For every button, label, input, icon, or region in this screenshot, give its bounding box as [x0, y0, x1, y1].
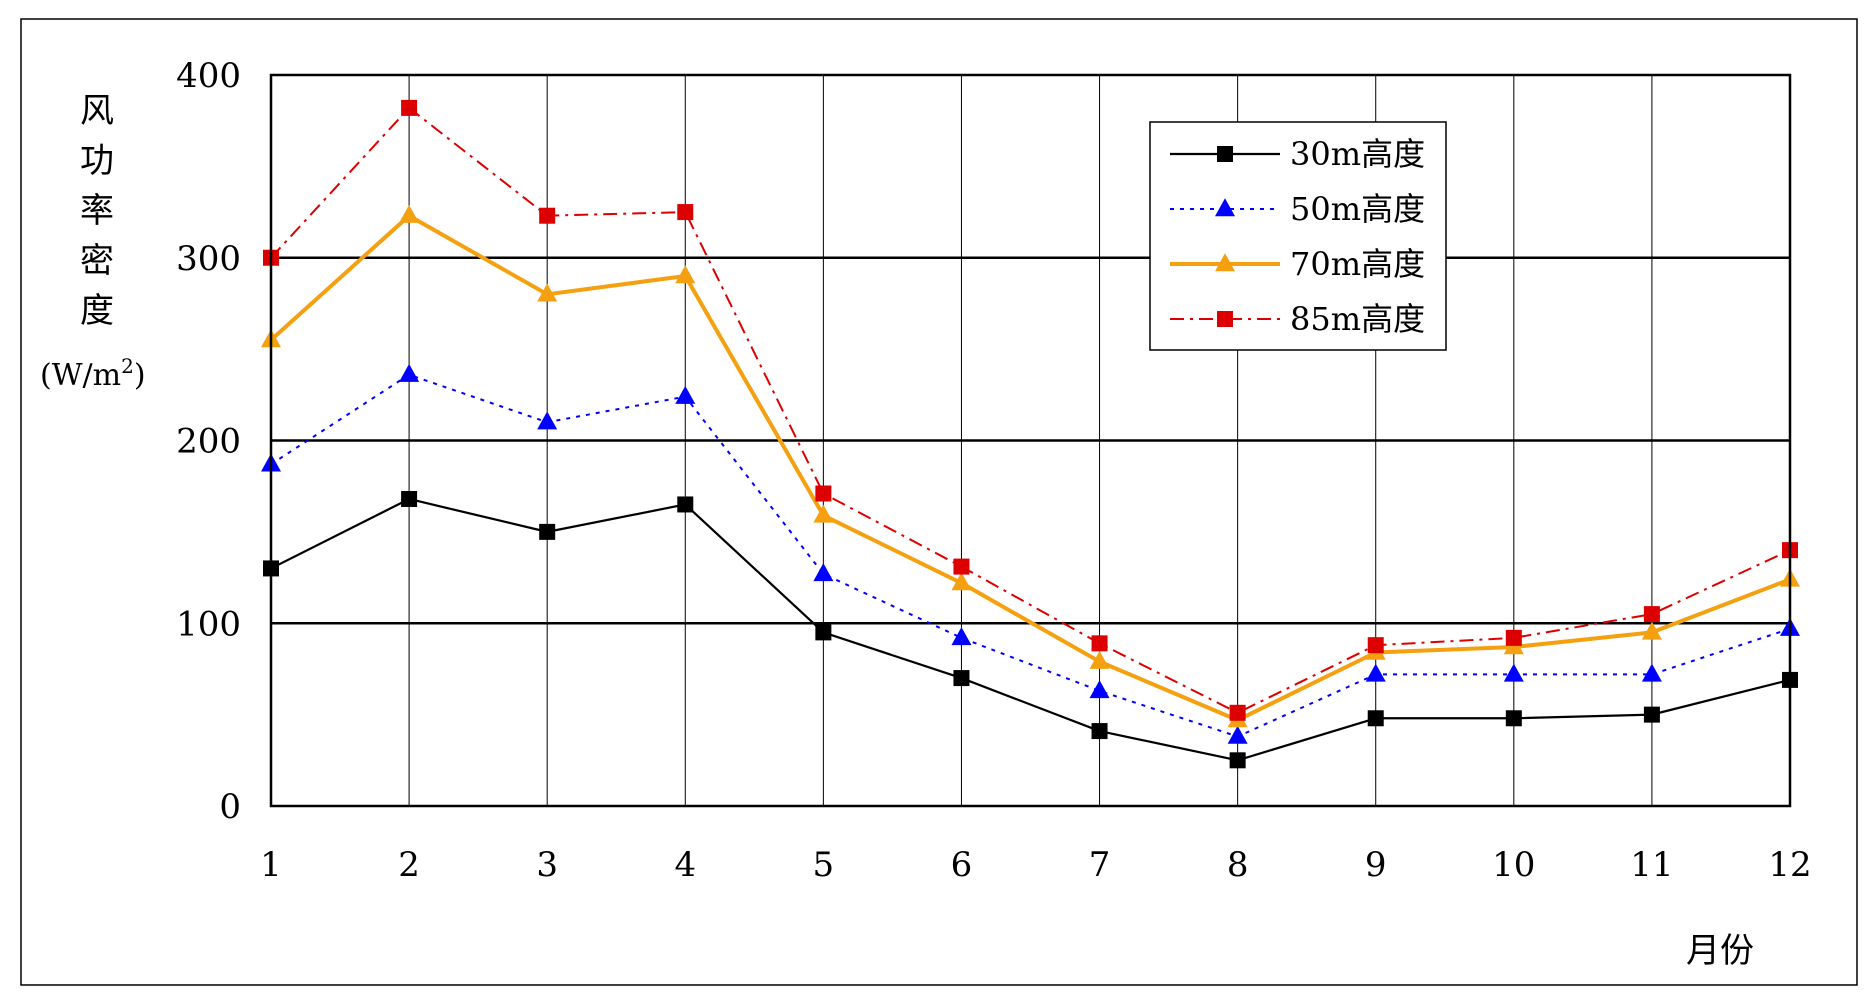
- data-point: [815, 624, 832, 641]
- data-point: [1643, 706, 1660, 723]
- data-point: [1091, 723, 1108, 740]
- x-tick-label: 7: [1089, 845, 1111, 885]
- data-point: [1367, 637, 1384, 654]
- legend-label: 85m高度: [1290, 300, 1425, 338]
- data-point: [813, 563, 834, 582]
- series-line: [270, 373, 1791, 738]
- data-point: [1229, 704, 1246, 721]
- ylabel-char: 率: [80, 191, 114, 231]
- x-tick-label: 10: [1492, 845, 1535, 885]
- x-tick-label: 8: [1227, 845, 1249, 885]
- data-point: [813, 504, 834, 523]
- x-tick-label: 9: [1365, 845, 1387, 885]
- ylabel-char: 风: [80, 91, 114, 131]
- x-tick-label: 2: [398, 845, 420, 885]
- legend-marker: [1215, 253, 1235, 272]
- x-tick-label: 3: [536, 845, 558, 885]
- data-point: [539, 523, 556, 540]
- data-point: [1641, 663, 1662, 682]
- data-point: [401, 490, 418, 507]
- y-tick-label: 400: [176, 56, 241, 96]
- legend-label: 70m高度: [1290, 245, 1425, 283]
- x-tick-label: 1: [260, 845, 282, 885]
- data-point: [1503, 663, 1524, 682]
- data-point: [1505, 710, 1522, 727]
- data-point: [677, 204, 694, 221]
- legend-marker: [1215, 198, 1235, 217]
- data-point: [537, 283, 558, 302]
- data-point: [1229, 752, 1246, 769]
- data-point: [1089, 680, 1110, 699]
- x-tick-label: 4: [674, 845, 696, 885]
- data-point: [1365, 663, 1386, 682]
- grid: [271, 75, 1790, 806]
- data-point: [951, 572, 972, 591]
- plot-area-border: [269, 73, 1792, 808]
- series-line: [270, 106, 1791, 714]
- data-point: [1367, 710, 1384, 727]
- ylabel-unit: (W/m2): [40, 354, 146, 393]
- legend-box: [1149, 121, 1447, 351]
- data-point: [953, 558, 970, 575]
- ylabel-char: 密: [80, 241, 114, 281]
- series-4: [263, 99, 1798, 721]
- y-tick-label: 100: [176, 604, 241, 644]
- data-point: [1643, 606, 1660, 623]
- ylabel-char: 功: [80, 141, 114, 181]
- data-point: [675, 265, 696, 284]
- data-point: [675, 385, 696, 404]
- series-line: [269, 213, 1791, 723]
- series-1: [263, 490, 1798, 769]
- data-point: [953, 670, 970, 687]
- outer-border: [20, 18, 1858, 986]
- series-line: [270, 497, 1791, 762]
- data-point: [951, 627, 972, 646]
- legend-marker: [1217, 146, 1233, 162]
- ylabel-char: 度: [80, 291, 114, 331]
- data-point: [1505, 629, 1522, 646]
- x-tick-label: 5: [813, 845, 835, 885]
- data-point: [1091, 635, 1108, 652]
- data-point: [1089, 650, 1110, 669]
- x-axis-label: 月份: [1686, 931, 1754, 971]
- legend-label: 50m高度: [1290, 190, 1425, 228]
- series-layer: [261, 99, 1800, 769]
- data-point: [1641, 621, 1662, 640]
- y-tick-label: 300: [176, 239, 241, 279]
- data-point: [399, 363, 420, 382]
- legend-marker: [1217, 311, 1233, 327]
- y-tick-label: 0: [219, 787, 241, 827]
- data-point: [537, 411, 558, 430]
- legend: 30m高度 50m高度 70m高度 85m高度: [1149, 121, 1447, 351]
- data-point: [677, 496, 694, 513]
- x-tick-label: 6: [951, 845, 973, 885]
- xlabel: 月份: [1686, 931, 1754, 971]
- y-tick-label: 200: [176, 422, 241, 462]
- series-3: [261, 204, 1800, 728]
- data-point: [399, 204, 420, 223]
- data-point: [401, 99, 418, 116]
- data-point: [539, 207, 556, 224]
- x-tick-label: 12: [1768, 845, 1811, 885]
- x-tick-label: 11: [1630, 845, 1673, 885]
- legend-label: 30m高度: [1290, 135, 1425, 173]
- data-point: [815, 485, 832, 502]
- data-point: [1227, 725, 1248, 744]
